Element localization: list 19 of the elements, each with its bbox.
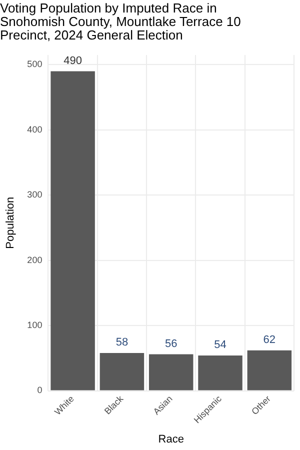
- y-tick-label: 0: [37, 385, 42, 396]
- bar: [247, 350, 292, 390]
- data-label: 58: [116, 336, 128, 348]
- chart-title: Voting Population by Imputed Race in Snohomish County, Mountlake Terrace 10 Precinct, 2024 General Election: [0, 0, 241, 43]
- y-tick-label: 100: [27, 320, 42, 330]
- bar: [100, 352, 144, 390]
- y-axis-title: Population: [4, 196, 17, 249]
- data-label: 56: [164, 338, 178, 350]
- x-axis-title: Race: [158, 433, 184, 446]
- bar: [198, 356, 242, 390]
- y-tick-label: 400: [27, 124, 42, 134]
- data-label: 54: [214, 339, 226, 352]
- y-tick-label: 300: [27, 190, 42, 200]
- y-tick-label: 200: [27, 254, 42, 265]
- data-label: 62: [263, 334, 276, 346]
- bar: [148, 354, 194, 390]
- y-tick-label: 500: [27, 59, 42, 70]
- bar: [50, 71, 95, 390]
- data-label: 490: [64, 54, 82, 67]
